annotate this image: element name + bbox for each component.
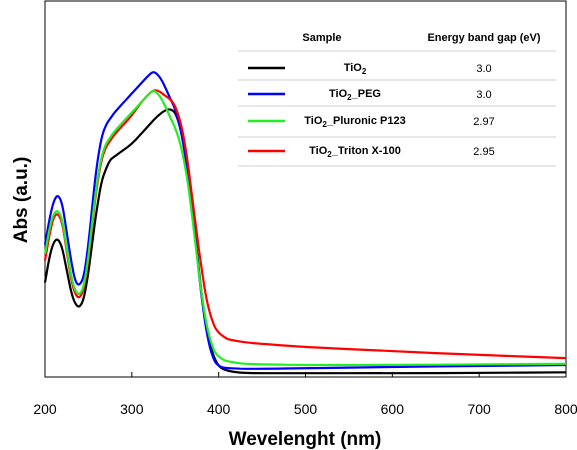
- legend-gap-tio2-pluronic: 2.97: [473, 116, 494, 128]
- x-tick-label: 300: [120, 401, 144, 417]
- legend-name-tio2-peg: TiO2_PEG: [329, 88, 381, 102]
- x-axis-ticks: 200 300 400 500 600 700 800: [33, 372, 577, 417]
- x-tick-label: 400: [207, 401, 231, 417]
- series-line-tio2-triton-x-100: [43, 89, 567, 360]
- legend-header-sample: Sample: [302, 32, 341, 44]
- legend-name-tio2: TiO2: [344, 62, 367, 76]
- legend-gap-tio2: 3.0: [476, 63, 491, 75]
- series-line-tio2-peg: [43, 71, 567, 370]
- x-tick-label: 500: [294, 401, 318, 417]
- x-tick-label: 800: [554, 401, 577, 417]
- x-tick-label: 700: [467, 401, 491, 417]
- x-axis-title: Wevelenght (nm): [229, 429, 382, 450]
- legend-header-gap: Energy band gap (eV): [427, 32, 540, 44]
- series-line-tio2-pluronic-p123: [43, 90, 567, 367]
- series-layer: [43, 71, 567, 375]
- series-line-tio2: [43, 108, 567, 375]
- legend-name-tio2-pluronic: TiO2_Pluronic P123: [304, 115, 405, 129]
- legend-name-tio2-triton: TiO2_Triton X-100: [309, 145, 401, 159]
- legend-gap-tio2-triton: 2.95: [473, 146, 494, 158]
- y-axis-title: Abs (a.u.): [11, 157, 32, 244]
- x-tick-label: 600: [381, 401, 405, 417]
- legend-background: [238, 20, 556, 168]
- legend-gap-tio2-peg: 3.0: [476, 89, 491, 101]
- legend-table: Sample Energy band gap (eV) TiO2 TiO2_PE…: [238, 20, 556, 168]
- x-tick-label: 200: [33, 401, 57, 417]
